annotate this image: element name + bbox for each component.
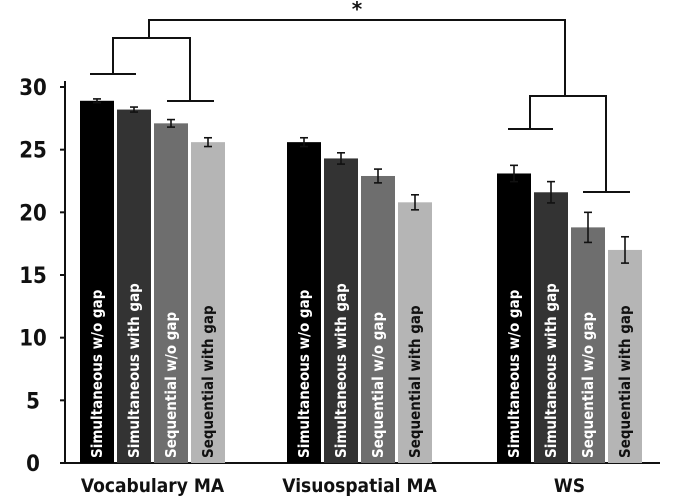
bar-label: Sequential with gap [199, 305, 217, 458]
bar-label: Simultaneous w/o gap [295, 289, 313, 458]
bar-label: Simultaneous w/o gap [88, 289, 106, 458]
bracket-group [112, 37, 191, 101]
bracket-top [148, 19, 566, 96]
bar-label: Sequential with gap [616, 305, 634, 458]
bar [324, 158, 358, 463]
bar [534, 192, 568, 463]
x-category-label: WS [554, 475, 585, 497]
bar-label: Sequential w/o gap [579, 311, 597, 458]
bar [361, 175, 395, 463]
significance-brackets [90, 19, 630, 193]
bar [154, 123, 188, 463]
bar [117, 109, 151, 463]
y-tick-label: 20 [19, 201, 47, 226]
bar-label: Simultaneous with gap [125, 283, 143, 458]
y-tick-label: 25 [19, 139, 47, 164]
y-tick-label: 15 [19, 264, 47, 289]
bar-label: Sequential w/o gap [369, 311, 387, 458]
y-tick-label: 5 [26, 389, 40, 414]
bar-label: Simultaneous w/o gap [505, 289, 523, 458]
bar [80, 100, 114, 463]
bar [398, 202, 432, 463]
x-category-label: Vocabulary MA [81, 475, 225, 497]
x-category-label: Visuospatial MA [282, 475, 437, 497]
bar-label: Simultaneous with gap [542, 283, 560, 458]
bar [571, 227, 605, 463]
bracket-group [529, 95, 607, 192]
y-tick-label: 0 [26, 452, 40, 477]
bar [608, 249, 642, 463]
y-tick-label: 10 [19, 327, 47, 352]
bar-label: Sequential w/o gap [162, 311, 180, 458]
significance-star: * [352, 0, 363, 21]
bar-label: Simultaneous with gap [332, 283, 350, 458]
bar [287, 142, 321, 463]
bars: Simultaneous w/o gap Simultaneous with ga… [80, 98, 642, 497]
y-tick-label: 30 [19, 76, 47, 101]
bar-label: Sequential with gap [406, 305, 424, 458]
bar [497, 173, 531, 464]
bar [191, 142, 225, 463]
